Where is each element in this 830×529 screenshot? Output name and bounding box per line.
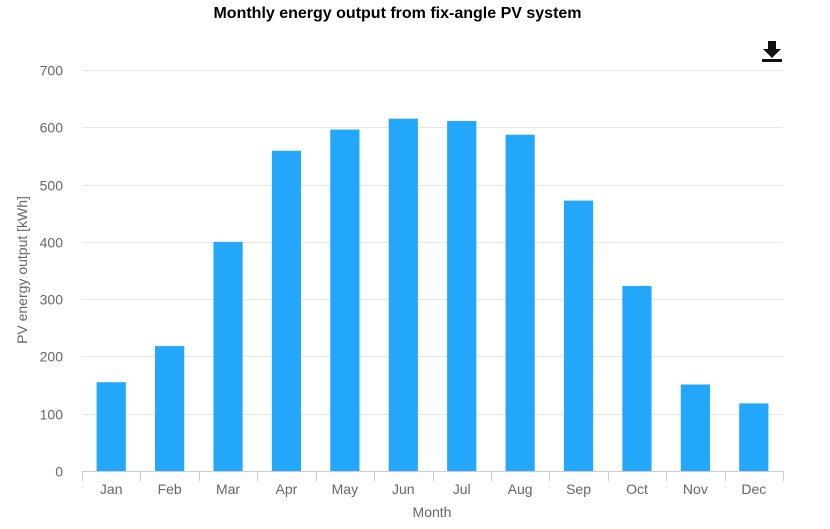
download-button[interactable] bbox=[758, 38, 786, 66]
y-tick-label: 100 bbox=[40, 407, 64, 423]
download-icon bbox=[762, 41, 782, 62]
x-axis-title: Month bbox=[413, 504, 452, 520]
x-axis: Jan Feb Mar Apr May Jun Jul Aug Sep Oct Nov Dec bbox=[82, 471, 784, 497]
bar-jul[interactable] bbox=[447, 120, 477, 471]
bar-may[interactable] bbox=[330, 129, 360, 471]
x-tick-label: Oct bbox=[626, 481, 648, 497]
x-tick-label: Mar bbox=[216, 481, 240, 497]
bar-aug[interactable] bbox=[505, 134, 535, 472]
y-tick-label: 500 bbox=[40, 178, 64, 194]
y-tick-label: 600 bbox=[40, 120, 64, 136]
bars bbox=[96, 118, 769, 472]
bar-nov[interactable] bbox=[680, 384, 710, 471]
x-tick-label: Feb bbox=[158, 481, 182, 497]
bar-jun[interactable] bbox=[388, 118, 418, 471]
x-tick-label: Aug bbox=[508, 481, 533, 497]
x-tick-label: Nov bbox=[683, 481, 708, 497]
gridlines bbox=[82, 70, 783, 415]
bar-jan[interactable] bbox=[96, 382, 126, 471]
x-tick-label: Jan bbox=[100, 481, 123, 497]
y-tick-label: 0 bbox=[55, 464, 63, 480]
x-tick-label: Jul bbox=[453, 481, 471, 497]
y-tick-label: 400 bbox=[40, 235, 64, 251]
bar-dec[interactable] bbox=[739, 403, 769, 471]
x-tick-label: Jun bbox=[392, 481, 415, 497]
x-tick-label: May bbox=[332, 481, 358, 497]
x-tick-label: Apr bbox=[276, 481, 298, 497]
chart-title: Monthly energy output from fix-angle PV … bbox=[213, 5, 582, 22]
bar-apr[interactable] bbox=[271, 150, 302, 471]
bar-mar[interactable] bbox=[213, 241, 243, 471]
y-axis-title: PV energy output [kWh] bbox=[14, 196, 30, 344]
x-tick-label: Dec bbox=[741, 481, 766, 497]
bar-sep[interactable] bbox=[563, 200, 594, 471]
bar-oct[interactable] bbox=[622, 285, 652, 471]
y-axis: 0 100 200 300 400 500 600 700 bbox=[40, 63, 64, 480]
x-tick-label: Sep bbox=[566, 481, 591, 497]
y-tick-label: 700 bbox=[40, 63, 64, 79]
y-tick-label: 200 bbox=[40, 349, 64, 365]
y-tick-label: 300 bbox=[40, 292, 64, 308]
bar-feb[interactable] bbox=[155, 346, 185, 471]
